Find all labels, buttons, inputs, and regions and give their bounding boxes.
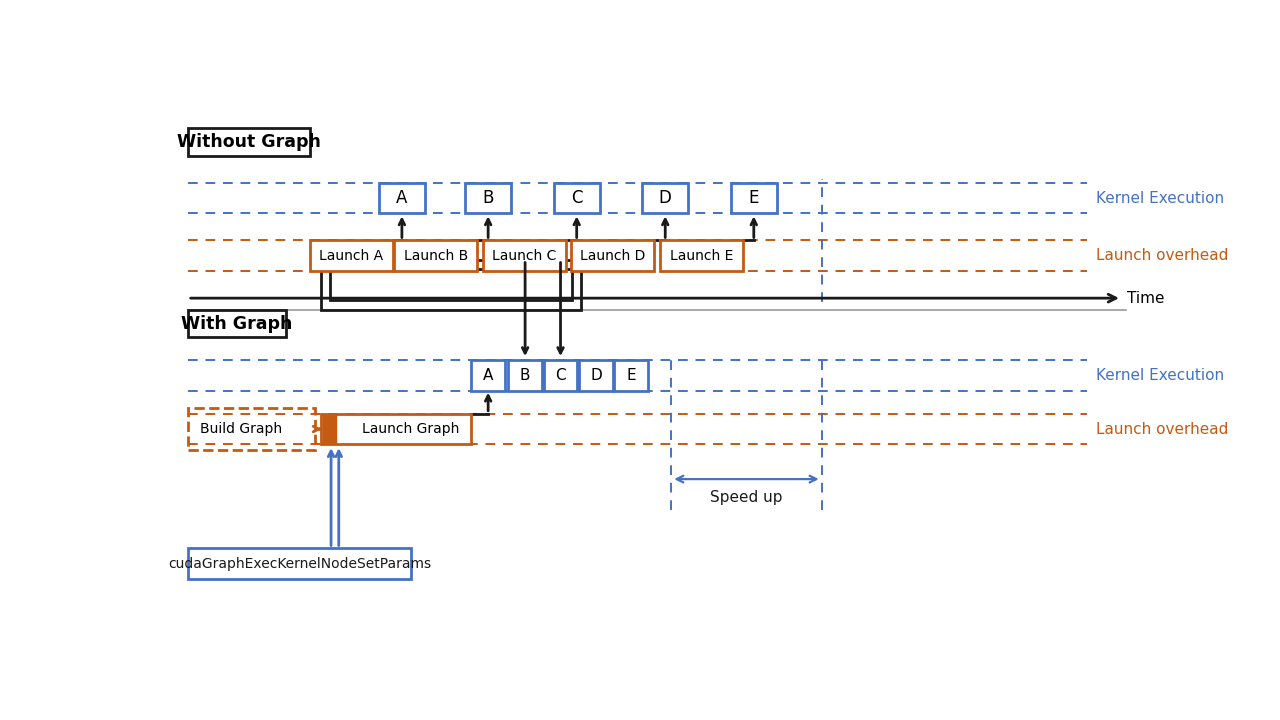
Text: Launch A: Launch A: [319, 249, 383, 263]
Text: D: D: [590, 368, 602, 382]
Text: Time: Time: [1128, 291, 1165, 306]
Text: Kernel Execution: Kernel Execution: [1097, 368, 1225, 382]
Bar: [643, 183, 689, 213]
Text: cudaGraphExecKernelNodeSetParams: cudaGraphExecKernelNodeSetParams: [168, 557, 431, 571]
Text: Launch E: Launch E: [669, 249, 733, 263]
Bar: [188, 549, 411, 579]
Text: Launch B: Launch B: [403, 249, 468, 263]
Text: C: C: [571, 189, 582, 207]
Bar: [465, 183, 511, 213]
Text: Launch Graph: Launch Graph: [362, 422, 460, 436]
Text: E: E: [749, 189, 759, 207]
Bar: [188, 128, 310, 156]
Bar: [188, 310, 287, 337]
Text: A: A: [397, 189, 407, 207]
Bar: [471, 360, 506, 390]
Text: Speed up: Speed up: [710, 490, 783, 505]
Bar: [660, 240, 742, 271]
Text: Without Graph: Without Graph: [177, 132, 320, 150]
Text: Build Graph: Build Graph: [200, 422, 283, 436]
Text: B: B: [483, 189, 494, 207]
Text: C: C: [556, 368, 566, 382]
Bar: [323, 415, 326, 443]
Bar: [614, 360, 648, 390]
Text: Launch overhead: Launch overhead: [1097, 421, 1229, 436]
Bar: [394, 240, 477, 271]
Text: B: B: [520, 368, 530, 382]
Bar: [321, 260, 581, 310]
Bar: [328, 415, 332, 443]
Bar: [579, 360, 613, 390]
Bar: [321, 414, 471, 444]
Text: Launch D: Launch D: [580, 249, 645, 263]
Bar: [379, 183, 425, 213]
Text: Launch C: Launch C: [492, 249, 557, 263]
Bar: [332, 415, 335, 443]
Bar: [330, 269, 572, 300]
Bar: [188, 408, 315, 450]
Bar: [544, 360, 577, 390]
Text: E: E: [626, 368, 636, 382]
Text: D: D: [659, 189, 672, 207]
Text: Kernel Execution: Kernel Execution: [1097, 191, 1225, 205]
Bar: [508, 360, 541, 390]
Bar: [571, 240, 654, 271]
Text: Launch overhead: Launch overhead: [1097, 248, 1229, 264]
Bar: [731, 183, 777, 213]
Text: With Graph: With Graph: [182, 315, 293, 333]
Bar: [553, 183, 600, 213]
Bar: [483, 240, 566, 271]
Bar: [310, 240, 393, 271]
Text: A: A: [483, 368, 493, 382]
